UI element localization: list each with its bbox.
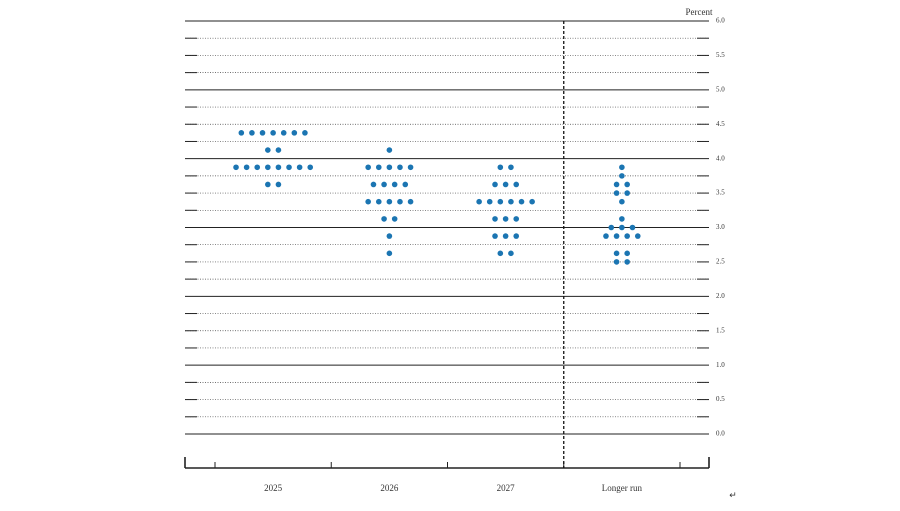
dot	[370, 181, 377, 188]
dot	[407, 164, 414, 171]
dot	[508, 198, 514, 205]
dot	[302, 130, 308, 136]
dot	[624, 250, 630, 257]
dot	[375, 198, 382, 205]
dot	[613, 190, 620, 196]
dot	[619, 216, 625, 222]
dot	[381, 216, 387, 222]
dot	[275, 164, 282, 171]
dot	[603, 233, 609, 239]
dot	[629, 224, 636, 231]
dot	[502, 233, 509, 239]
dot	[624, 181, 630, 188]
dot	[280, 130, 287, 136]
y-tick-label: 3.5	[716, 189, 725, 197]
dot	[624, 233, 630, 239]
dot	[386, 233, 393, 239]
dot	[386, 250, 393, 257]
dot	[497, 198, 504, 205]
dot	[619, 198, 625, 205]
dot	[397, 198, 403, 205]
dot	[497, 164, 504, 171]
dot	[508, 250, 514, 257]
dot	[613, 259, 620, 265]
y-tick-label: 4.5	[716, 120, 725, 128]
dot	[243, 164, 250, 171]
dot	[492, 233, 498, 239]
dot	[402, 181, 409, 188]
dot	[275, 147, 282, 153]
dot	[407, 198, 414, 205]
dot	[502, 181, 509, 188]
dot	[270, 130, 276, 136]
dot	[613, 250, 620, 257]
dot	[307, 164, 314, 171]
annotation: ↵	[729, 490, 737, 500]
dot	[386, 147, 393, 153]
dot	[391, 181, 398, 188]
dot	[365, 198, 371, 205]
y-tick-label: 2.5	[716, 258, 725, 266]
dot	[619, 224, 625, 231]
y-tick-label: 1.0	[716, 361, 725, 369]
x-tick-label: 2026	[380, 483, 399, 493]
dot	[492, 216, 498, 222]
y-tick-label: 0.5	[716, 395, 725, 403]
dot	[386, 198, 393, 205]
dot	[265, 147, 271, 153]
x-tick-label: Longer run	[602, 483, 643, 493]
dot	[508, 164, 514, 171]
y-tick-label: 1.5	[716, 326, 725, 334]
dot	[286, 164, 292, 171]
dot	[476, 198, 482, 205]
dot	[624, 190, 630, 196]
y-tick-label: 3.0	[716, 223, 725, 231]
dot	[529, 198, 535, 205]
y-tick-label: 0.0	[716, 430, 725, 438]
y-tick-label: 2.0	[716, 292, 725, 300]
dot	[502, 216, 509, 222]
y-tick-label: 6.0	[716, 17, 725, 25]
dot	[238, 130, 245, 136]
dot	[365, 164, 371, 171]
x-tick-label: 2027	[497, 483, 516, 493]
dot	[634, 233, 641, 239]
dot	[291, 130, 298, 136]
dot	[391, 216, 398, 222]
dot	[608, 224, 615, 231]
dot	[613, 233, 620, 239]
dot	[513, 181, 520, 188]
dot	[497, 250, 504, 257]
dot	[375, 164, 382, 171]
dot	[518, 198, 525, 205]
dot	[275, 181, 282, 188]
dot	[486, 198, 493, 205]
dot	[233, 164, 239, 171]
dot	[397, 164, 403, 171]
dot	[259, 130, 266, 136]
y-tick-label: 4.0	[716, 154, 725, 162]
dot	[386, 164, 393, 171]
dot	[296, 164, 303, 171]
dot	[513, 233, 520, 239]
dot	[624, 259, 630, 265]
y-tick-label: 5.0	[716, 85, 725, 93]
dot	[513, 216, 520, 222]
dot	[254, 164, 261, 171]
dot	[492, 181, 498, 188]
x-tick-label: 2025	[264, 483, 283, 493]
y-unit-label: Percent	[686, 7, 713, 17]
dot	[619, 173, 625, 179]
dot	[249, 130, 255, 136]
dot	[265, 164, 271, 171]
dot	[265, 181, 271, 188]
dot	[381, 181, 387, 188]
dot	[613, 181, 620, 188]
dot	[619, 164, 625, 171]
y-tick-label: 5.5	[716, 51, 725, 59]
